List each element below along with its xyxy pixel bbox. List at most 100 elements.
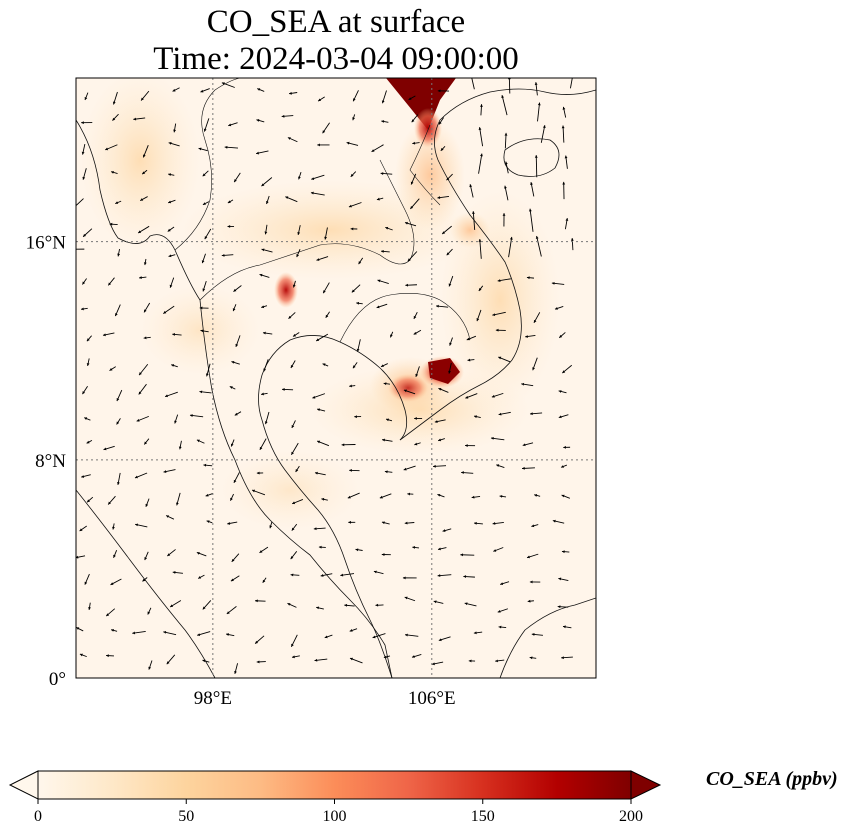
wind-arrow-head (573, 65, 576, 68)
wind-arrow-head (111, 628, 114, 632)
wind-arrow-shaft (508, 78, 511, 94)
wind-arrow-head (438, 121, 442, 125)
wind-arrow-head (228, 123, 232, 127)
wind-arrow-head (565, 218, 569, 221)
wind-arrow-head (178, 446, 182, 450)
wind-arrow-head (203, 128, 207, 132)
wind-arrow-head (167, 553, 171, 557)
wind-arrow-head (492, 313, 496, 317)
wind-arrow-head (290, 364, 294, 368)
wind-arrow-head (353, 98, 356, 102)
wind-arrow-head (504, 185, 507, 189)
wind-arrow-shaft (537, 102, 541, 122)
wind-arrow-head (292, 501, 296, 505)
wind-arrow-head (226, 611, 230, 614)
wind-arrow-head (509, 236, 513, 240)
wind-arrow-head (264, 421, 268, 425)
wind-arrow-head (498, 412, 502, 416)
wind-arrow-head (171, 364, 175, 367)
wind-arrow-head (379, 495, 383, 499)
wind-arrow-head (269, 525, 273, 529)
wind-arrow-head (226, 633, 229, 636)
hotspot-central-vietnam (450, 212, 490, 248)
wind-arrow-head (87, 499, 90, 503)
wind-arrow-head (376, 197, 380, 201)
colorbar-label: CO_SEA (ppbv) (706, 768, 838, 790)
wind-arrow-head (135, 523, 138, 527)
wind-arrow-head (351, 289, 355, 293)
wind-arrow-head (402, 576, 406, 580)
wind-arrow-head (474, 521, 477, 525)
wind-arrow-head (133, 117, 137, 121)
wind-arrow-head (386, 418, 389, 422)
wind-arrow-head (561, 465, 564, 468)
wind-arrow-head (83, 233, 87, 237)
wind-arrow-head (203, 463, 207, 467)
wind-arrow-head (468, 659, 472, 663)
wind-arrow-head (346, 141, 350, 145)
wind-arrow-head (324, 635, 328, 639)
wind-arrow-head (350, 227, 354, 231)
border-thailand-laos (199, 159, 415, 301)
colorbar-ticks: 0 50 100 150 200 (34, 799, 643, 825)
wind-arrow-head (464, 602, 468, 606)
wind-arrow-head (144, 309, 147, 313)
wind-arrow-head (84, 97, 88, 101)
wind-arrow-head (381, 249, 384, 253)
wind-arrow-head (82, 391, 86, 395)
wind-arrow-head (534, 82, 538, 85)
wind-arrow-head (168, 200, 172, 204)
wind-arrow-head (81, 475, 85, 478)
wind-arrow-head (476, 318, 480, 322)
wind-arrow-head (81, 307, 84, 311)
wind-arrow-head (542, 125, 546, 129)
wind-arrow-head (199, 306, 203, 310)
wind-arrow-head (115, 201, 119, 204)
wind-arrow-head (295, 468, 299, 472)
wind-arrow-head (291, 424, 295, 428)
wind-arrow-head (221, 82, 225, 85)
wind-arrow-head (413, 315, 417, 319)
wind-arrow-head (390, 334, 393, 338)
wind-arrow-head (461, 471, 464, 475)
wind-arrow-head (411, 119, 415, 123)
wind-arrow-head (231, 558, 235, 562)
wind-arrow-head (529, 580, 533, 584)
wind-arrow-head (142, 578, 146, 582)
chart-title-line-2: Time: 2024-03-04 09:00:00 (153, 41, 519, 77)
wind-arrow-head (381, 553, 385, 556)
wind-arrow-head (316, 606, 320, 610)
plume-myanmar (80, 78, 200, 250)
wind-arrow-head (163, 470, 167, 473)
wind-arrow-head (108, 501, 111, 505)
wind-arrow-head (206, 520, 210, 524)
colorbar-tick-label: 100 (323, 808, 347, 825)
wind-arrow-head (527, 599, 531, 603)
wind-arrow-head (201, 260, 205, 264)
wind-arrow-head (317, 408, 321, 412)
wind-arrow-head (71, 248, 74, 251)
wind-arrow-head (535, 235, 539, 239)
wind-arrow-head (189, 414, 193, 417)
wind-arrow-head (233, 288, 237, 292)
wind-arrow-head (564, 155, 568, 159)
chart-title-line-1: CO_SEA at surface (206, 4, 466, 40)
wind-arrow-head (110, 582, 114, 585)
lat-tick-label-16: 16°N (26, 233, 67, 254)
wind-arrow-head (322, 363, 326, 367)
coastline-gulf-of-thailand (258, 335, 408, 678)
wind-arrow-head (116, 421, 120, 425)
wind-arrow-head (446, 252, 450, 256)
gridlines (76, 78, 596, 678)
wind-arrow-head (257, 88, 261, 91)
wind-arrow-head (504, 161, 508, 165)
wind-arrow-head (264, 231, 268, 235)
wind-arrow-head (287, 137, 291, 140)
wind-arrow-head (474, 415, 477, 419)
wind-arrow-head (255, 640, 259, 644)
border-myanmar-thailand (174, 78, 241, 251)
wind-arrow-head (172, 333, 176, 336)
wind-arrow-head (498, 625, 502, 629)
wind-arrow-head (168, 142, 172, 145)
